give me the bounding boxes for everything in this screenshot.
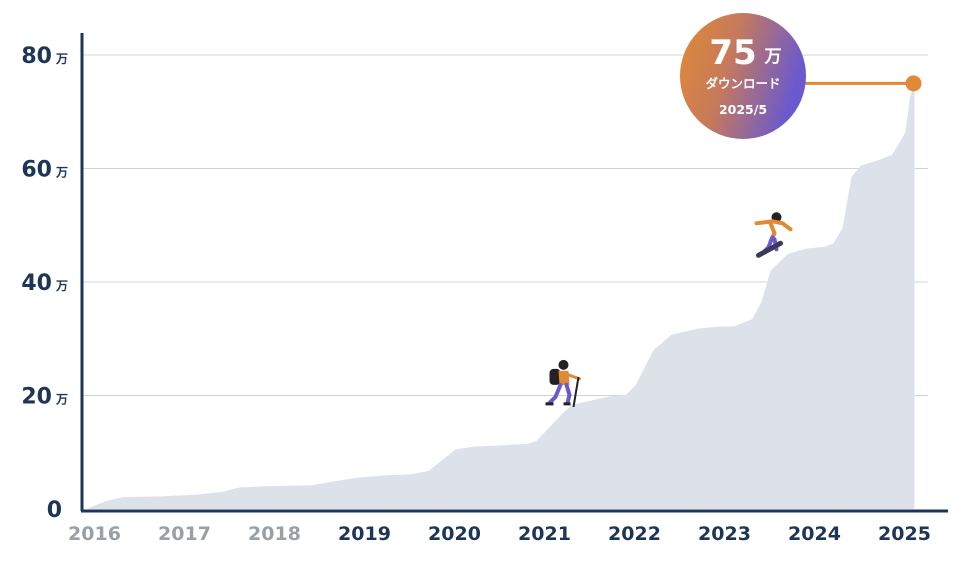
x-tick-label: 2024 (788, 523, 841, 545)
latest-value-marker (905, 75, 922, 92)
y-tick-label: 80 (21, 44, 52, 69)
y-tick-labels: 020 万40 万60 万80 万 (21, 44, 68, 523)
snowboarder-illustration (754, 212, 793, 258)
x-tick-label: 2017 (158, 523, 211, 545)
x-tick-label: 2023 (698, 523, 751, 545)
highlight-date: 2025/5 (719, 102, 767, 117)
x-tick-label: 2025 (878, 523, 931, 545)
x-tick-label: 2016 (68, 523, 121, 545)
highlight-label: ダウンロード (705, 76, 780, 91)
highlight-value: 75 (709, 33, 756, 73)
x-tick-label: 2018 (248, 523, 301, 545)
y-tick-label: 60 (21, 158, 52, 183)
x-tick-label: 2022 (608, 523, 661, 545)
highlight-bubble: 75 万 ダウンロード 2025/5 (680, 13, 806, 139)
y-tick-label: 20 (21, 385, 52, 410)
y-tick-unit: 万 (55, 166, 68, 180)
y-tick-label: 0 (47, 498, 62, 523)
x-tick-labels: 2016 2017 2018 2019 2020 2021 2022 2023 2024 2025 (68, 523, 931, 545)
y-tick-unit: 万 (55, 52, 68, 66)
x-tick-label: 2020 (428, 523, 481, 545)
x-tick-label: 2021 (518, 523, 571, 545)
y-tick-label: 40 (21, 271, 52, 296)
highlight-unit: 万 (764, 47, 782, 67)
y-tick-unit: 万 (55, 279, 68, 293)
downloads-area (86, 83, 915, 510)
hiker-illustration (545, 359, 581, 408)
x-tick-label: 2019 (338, 523, 391, 545)
y-tick-unit: 万 (55, 393, 68, 407)
